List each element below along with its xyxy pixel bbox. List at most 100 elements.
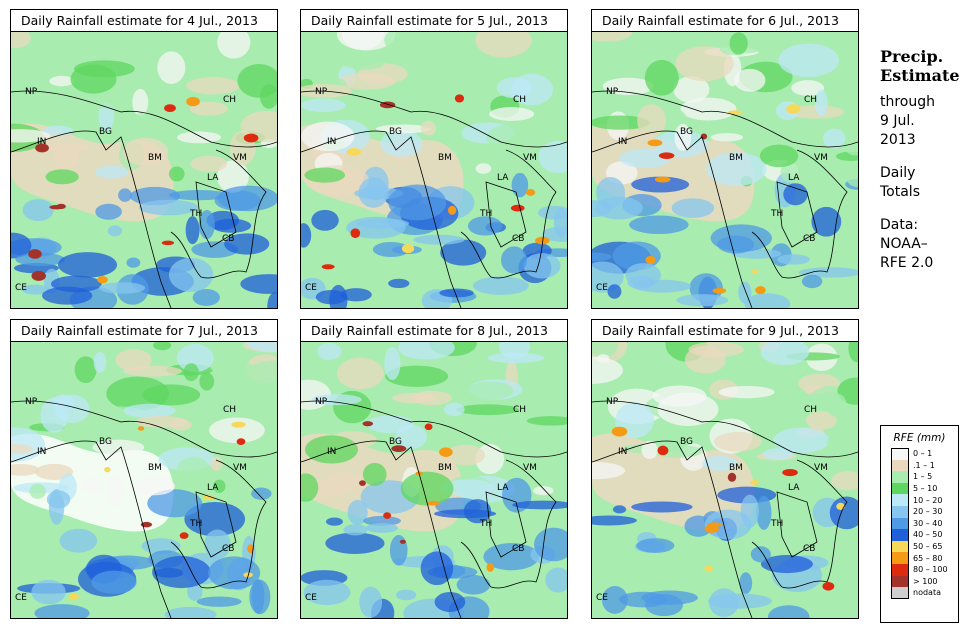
legend-swatch bbox=[891, 448, 909, 460]
country-label-cb: CB bbox=[512, 234, 524, 244]
panel-title: Daily Rainfall estimate for 7 Jul., 2013 bbox=[11, 320, 277, 342]
legend-swatch bbox=[891, 575, 909, 588]
country-label-ch: CH bbox=[513, 95, 526, 105]
legend-item: > 100 bbox=[881, 575, 958, 588]
rainfall-map-graphic: NP CH IN BG BM VM LA TH CB CE bbox=[301, 342, 567, 618]
legend-item: 20 – 30 bbox=[881, 505, 958, 518]
country-label-ce: CE bbox=[596, 593, 608, 603]
country-label-bg: BG bbox=[680, 127, 693, 137]
country-label-ch: CH bbox=[513, 405, 526, 415]
legend-item: 10 – 20 bbox=[881, 494, 958, 506]
legend-label: 20 – 30 bbox=[913, 507, 943, 517]
country-label-la: LA bbox=[207, 483, 219, 493]
precip-estimate-info: Precip. Estimate through 9 Jul. 2013 Dai… bbox=[880, 47, 965, 273]
legend-item: 80 – 100 bbox=[881, 563, 958, 576]
country-label-vm: VM bbox=[523, 153, 537, 163]
legend-title: RFE (mm) bbox=[893, 432, 946, 444]
country-label-cb: CB bbox=[222, 544, 234, 554]
rainfall-map-panel-1: Daily Rainfall estimate for 4 Jul., 2013… bbox=[10, 9, 278, 309]
country-label-la: LA bbox=[497, 173, 509, 183]
country-label-np: NP bbox=[606, 397, 619, 407]
country-label-in: IN bbox=[618, 137, 627, 147]
rainfall-map: NP CH IN BG BM VM LA TH CB CE bbox=[592, 342, 858, 618]
legend-label: .1 – 1 bbox=[913, 460, 935, 470]
info-source-line1: NOAA– bbox=[880, 236, 928, 252]
country-label-in: IN bbox=[37, 137, 46, 147]
country-label-vm: VM bbox=[523, 463, 537, 473]
rainfall-map-graphic: NP CH IN BG BM VM LA TH CB CE bbox=[11, 32, 277, 308]
country-label-bm: BM bbox=[438, 153, 452, 163]
legend-label: 1 – 5 bbox=[913, 472, 933, 482]
country-label-cb: CB bbox=[222, 234, 234, 244]
legend-label: 50 – 65 bbox=[913, 542, 943, 552]
rainfall-map-graphic: NP CH IN BG BM VM LA TH CB CE bbox=[592, 32, 858, 308]
country-label-vm: VM bbox=[233, 153, 247, 163]
country-label-np: NP bbox=[315, 87, 328, 97]
country-label-la: LA bbox=[207, 173, 219, 183]
legend-swatch bbox=[891, 482, 909, 495]
country-label-ce: CE bbox=[305, 593, 317, 603]
legend-label: 30 – 40 bbox=[913, 518, 943, 528]
country-label-vm: VM bbox=[814, 153, 828, 163]
info-date-line1: 9 Jul. bbox=[880, 113, 915, 129]
legend-label: 5 – 10 bbox=[913, 484, 938, 494]
country-label-la: LA bbox=[788, 483, 800, 493]
country-label-cb: CB bbox=[803, 234, 815, 244]
rainfall-map-graphic: NP CH IN BG BM VM LA TH CB CE bbox=[11, 342, 277, 618]
legend-item: nodata bbox=[881, 587, 958, 599]
rainfall-map: NP CH IN BG BM VM LA TH CB CE bbox=[11, 32, 277, 308]
country-label-ce: CE bbox=[15, 593, 27, 603]
country-label-bm: BM bbox=[729, 463, 743, 473]
legend-item: 0 – 1 bbox=[881, 448, 958, 460]
rainfall-map-panel-2: Daily Rainfall estimate for 5 Jul., 2013… bbox=[300, 9, 568, 309]
info-through: through bbox=[880, 94, 936, 110]
info-title-line2: Estimate bbox=[880, 66, 960, 85]
country-label-th: TH bbox=[770, 519, 783, 529]
legend-label: > 100 bbox=[913, 576, 938, 586]
country-label-ce: CE bbox=[15, 283, 27, 293]
country-label-bm: BM bbox=[438, 463, 452, 473]
legend-swatch bbox=[891, 505, 909, 518]
country-label-vm: VM bbox=[814, 463, 828, 473]
legend-label: 10 – 20 bbox=[913, 495, 943, 505]
panel-title: Daily Rainfall estimate for 6 Jul., 2013 bbox=[592, 10, 858, 32]
legend-swatch bbox=[891, 471, 909, 483]
country-label-th: TH bbox=[189, 519, 202, 529]
info-daily: Daily bbox=[880, 165, 916, 181]
rainfall-map-graphic: NP CH IN BG BM VM LA TH CB CE bbox=[301, 32, 567, 308]
country-label-ch: CH bbox=[223, 405, 236, 415]
legend-item: 40 – 50 bbox=[881, 529, 958, 541]
legend-label: 40 – 50 bbox=[913, 530, 943, 540]
country-label-th: TH bbox=[479, 519, 492, 529]
country-label-cb: CB bbox=[512, 544, 524, 554]
legend-swatch bbox=[891, 529, 909, 541]
info-data-label: Data: bbox=[880, 217, 919, 233]
rainfall-map-panel-5: Daily Rainfall estimate for 8 Jul., 2013… bbox=[300, 319, 568, 619]
country-label-np: NP bbox=[25, 397, 38, 407]
country-label-ch: CH bbox=[804, 405, 817, 415]
info-source-line2: RFE 2.0 bbox=[880, 255, 934, 271]
legend-swatch bbox=[891, 552, 909, 564]
country-label-in: IN bbox=[618, 447, 627, 457]
rainfall-map-panel-4: Daily Rainfall estimate for 7 Jul., 2013… bbox=[10, 319, 278, 619]
panel-title: Daily Rainfall estimate for 9 Jul., 2013 bbox=[592, 320, 858, 342]
country-label-np: NP bbox=[315, 397, 328, 407]
legend-label: 0 – 1 bbox=[913, 449, 933, 459]
rfe-legend: RFE (mm) 0 – 1.1 – 1 1 – 5 5 – 10 10 – 20 20… bbox=[880, 425, 959, 623]
legend-swatch bbox=[891, 517, 909, 530]
country-label-bg: BG bbox=[389, 127, 402, 137]
country-label-cb: CB bbox=[803, 544, 815, 554]
country-label-th: TH bbox=[479, 209, 492, 219]
country-label-np: NP bbox=[606, 87, 619, 97]
country-label-bm: BM bbox=[148, 153, 162, 163]
legend-swatch bbox=[891, 494, 909, 506]
country-label-bg: BG bbox=[99, 437, 112, 447]
country-label-in: IN bbox=[37, 447, 46, 457]
legend-item: 30 – 40 bbox=[881, 517, 958, 530]
rainfall-map: NP CH IN BG BM VM LA TH CB CE bbox=[592, 32, 858, 308]
country-label-ch: CH bbox=[804, 95, 817, 105]
info-totals: Totals bbox=[880, 184, 920, 200]
rainfall-map-panel-3: Daily Rainfall estimate for 6 Jul., 2013… bbox=[591, 9, 859, 309]
legend-item: .1 – 1 bbox=[881, 459, 958, 472]
legend-label: 65 – 80 bbox=[913, 553, 943, 563]
